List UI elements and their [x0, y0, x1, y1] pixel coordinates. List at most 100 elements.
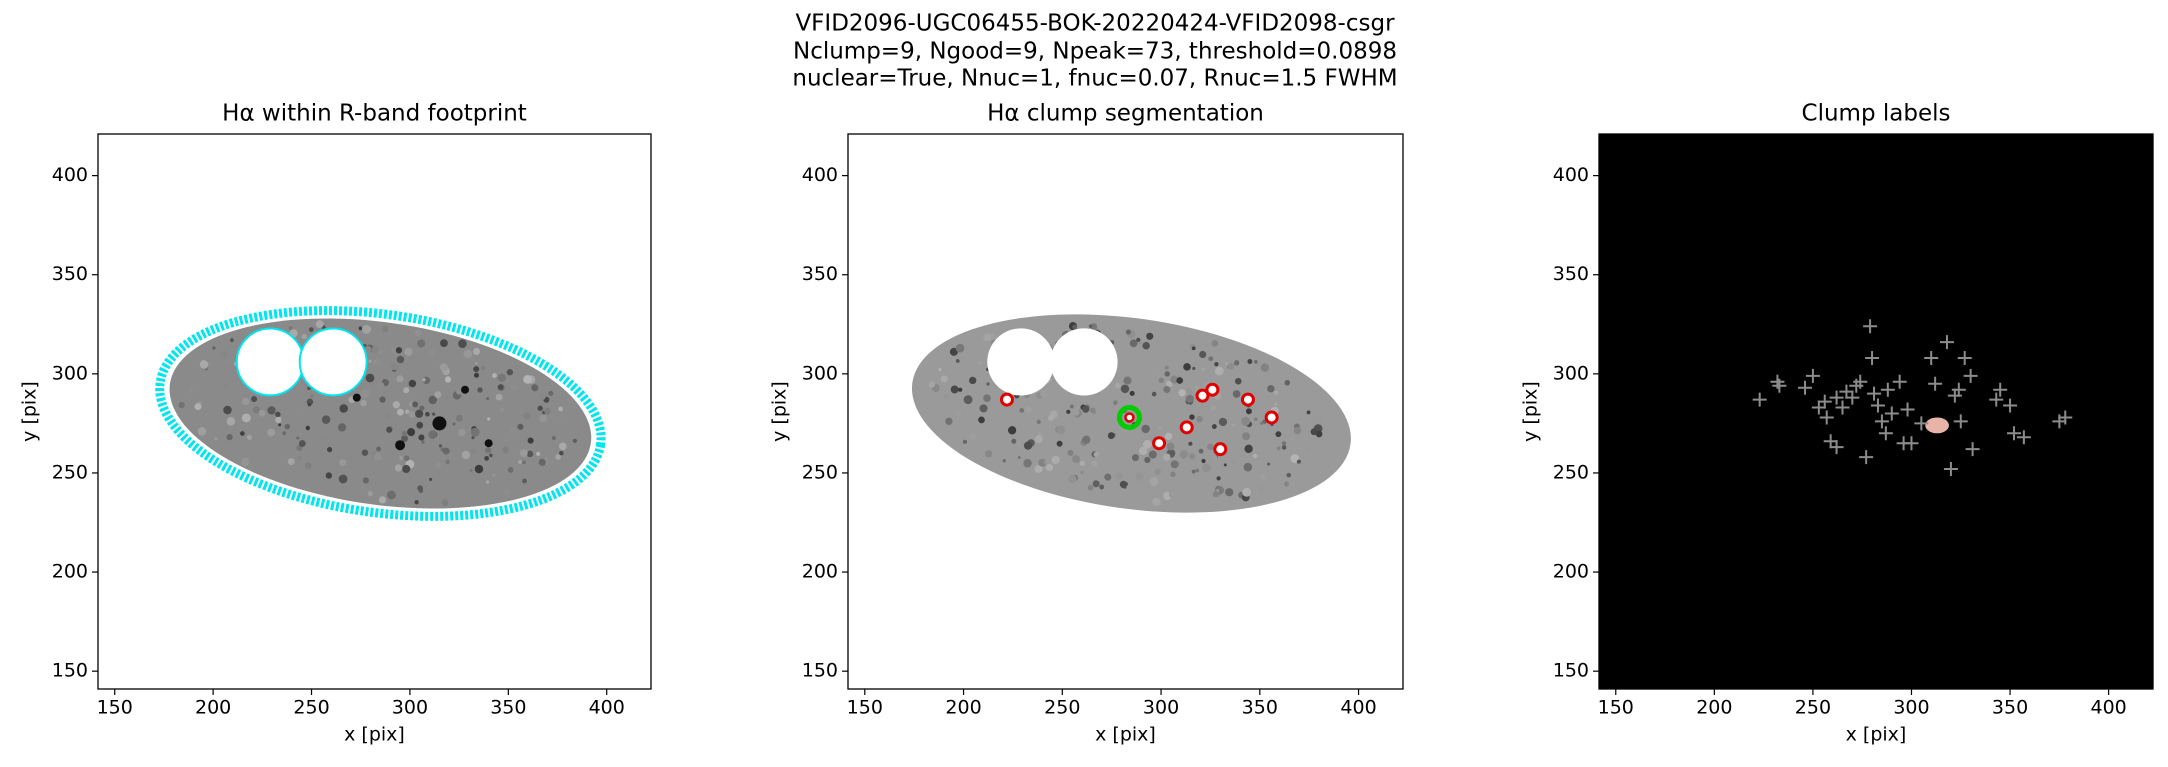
texture — [267, 428, 276, 437]
texture — [1267, 462, 1271, 466]
peak-marker — [1951, 382, 1966, 397]
texture — [194, 403, 202, 411]
masked-star — [235, 327, 305, 397]
x-axis-label: x [pix] — [1846, 724, 1907, 746]
texture — [487, 417, 491, 421]
y-tick-label: 400 — [802, 164, 838, 186]
texture — [1143, 439, 1152, 449]
peak-marker — [1752, 392, 1767, 407]
texture — [469, 421, 476, 428]
texture — [1244, 444, 1253, 454]
texture — [1254, 417, 1258, 422]
texture — [429, 477, 433, 481]
y-tick-label: 200 — [1553, 561, 1589, 583]
texture — [474, 361, 478, 365]
texture — [1260, 363, 1270, 372]
texture — [985, 450, 993, 458]
x-tick-label: 200 — [195, 697, 231, 719]
dark-knot — [352, 393, 361, 402]
y-tick-label: 250 — [1553, 461, 1589, 483]
texture — [1148, 450, 1157, 459]
texture — [1214, 366, 1224, 376]
texture — [536, 451, 541, 456]
texture — [986, 382, 990, 386]
peak-marker — [1829, 390, 1844, 405]
texture — [1152, 497, 1161, 506]
peak-marker — [1957, 350, 1972, 365]
axes-frame — [847, 133, 1404, 690]
texture — [523, 375, 532, 384]
texture — [978, 416, 985, 424]
texture — [432, 412, 436, 416]
clump-marker — [1195, 388, 1210, 403]
texture — [404, 409, 410, 414]
texture — [526, 450, 534, 458]
y-tick-label: 250 — [802, 461, 838, 483]
x-tick-label: 350 — [1992, 697, 2028, 719]
texture — [1071, 455, 1080, 463]
texture — [455, 414, 463, 422]
texture — [1150, 366, 1160, 376]
texture — [1023, 441, 1033, 450]
texture — [1170, 460, 1179, 469]
y-tick-label: 350 — [802, 263, 838, 285]
texture — [399, 455, 403, 460]
texture — [1149, 477, 1159, 486]
texture — [385, 413, 390, 419]
texture — [1107, 432, 1115, 440]
texture — [463, 349, 473, 359]
x-tick-label: 350 — [490, 697, 526, 719]
y-axis-label: y [pix] — [769, 381, 791, 442]
texture — [1231, 460, 1237, 466]
peak-marker — [1963, 368, 1978, 383]
y-tick-label: 150 — [1553, 660, 1589, 682]
texture — [1113, 400, 1118, 405]
texture — [551, 435, 556, 441]
texture — [381, 325, 389, 333]
texture — [199, 360, 209, 369]
texture — [983, 394, 991, 402]
texture — [362, 477, 369, 484]
texture — [434, 391, 442, 399]
texture — [1296, 459, 1301, 464]
texture — [376, 446, 382, 452]
x-tick-label: 200 — [945, 697, 981, 719]
texture — [485, 480, 490, 484]
texture — [1166, 380, 1172, 387]
texture — [390, 347, 398, 354]
texture — [1274, 390, 1279, 395]
texture — [955, 409, 962, 416]
texture — [497, 384, 504, 390]
texture — [1242, 487, 1251, 497]
texture — [1267, 384, 1275, 393]
texture — [1011, 438, 1017, 444]
texture — [1072, 408, 1080, 416]
peak-marker — [1993, 382, 2008, 397]
texture — [486, 397, 490, 401]
masked-star — [1050, 328, 1118, 396]
masked-star — [987, 328, 1055, 396]
texture — [1135, 472, 1144, 481]
texture — [527, 437, 534, 444]
texture — [499, 407, 505, 413]
texture — [1286, 472, 1292, 478]
texture — [1154, 468, 1162, 475]
texture — [1045, 463, 1054, 472]
texture — [1315, 430, 1323, 438]
texture — [461, 450, 471, 460]
y-axis-label: y [pix] — [19, 381, 41, 442]
peak-marker — [1884, 406, 1899, 421]
texture — [1015, 441, 1022, 448]
texture — [1129, 390, 1135, 396]
texture — [374, 452, 382, 461]
x-tick-label: 300 — [1143, 697, 1179, 719]
x-tick-label: 250 — [1044, 697, 1080, 719]
peak-marker — [1798, 380, 1813, 395]
texture — [1218, 417, 1228, 427]
texture — [523, 412, 531, 420]
texture — [360, 389, 370, 399]
texture — [1068, 474, 1077, 484]
x-axis-label: x [pix] — [1095, 724, 1156, 746]
y-tick-label: 200 — [802, 561, 838, 583]
texture — [1183, 363, 1191, 371]
